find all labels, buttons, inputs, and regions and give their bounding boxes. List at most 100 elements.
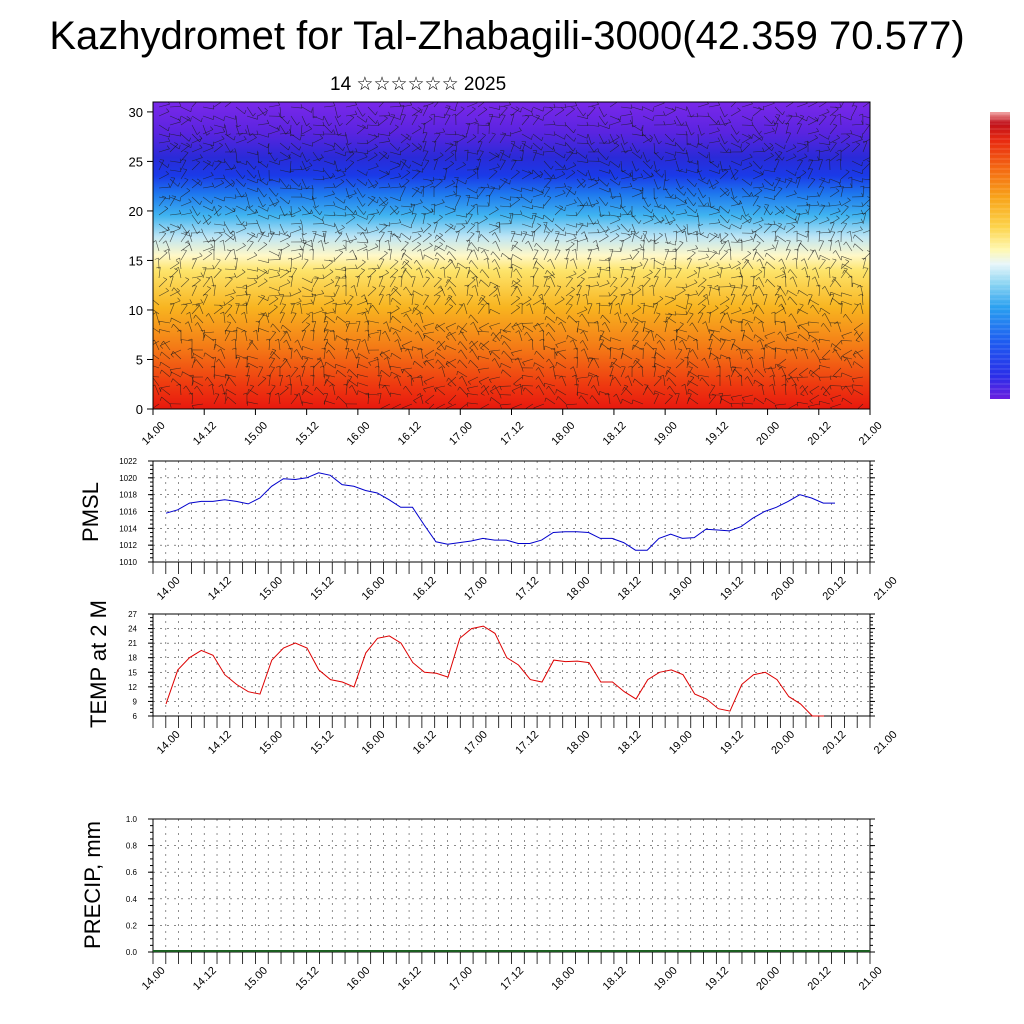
wind-barb-flag — [646, 159, 651, 163]
wind-barb-flag — [665, 179, 670, 182]
wind-barb — [357, 390, 369, 396]
wind-barb — [466, 123, 470, 135]
wind-barb — [312, 169, 324, 173]
wind-barb — [213, 231, 225, 234]
wind-barb — [554, 133, 565, 140]
wind-barb-flag — [744, 376, 748, 380]
wind-barb-flag — [511, 254, 513, 259]
wind-barb-flag — [637, 286, 642, 290]
wind-barb — [631, 232, 642, 240]
wind-barb-flag — [573, 147, 576, 152]
wind-barb-flag — [249, 133, 254, 136]
wind-barb-flag — [525, 240, 529, 245]
wind-barb-flag — [771, 311, 776, 314]
wind-barb — [719, 241, 727, 252]
wind-barb-flag — [740, 284, 743, 289]
wind-barb — [245, 303, 248, 315]
wind-barb-flag — [219, 304, 223, 308]
wind-barb — [268, 358, 275, 369]
wind-barb-flag — [394, 124, 399, 128]
wind-barb-flag — [599, 343, 602, 348]
wind-barb-flag — [342, 171, 346, 176]
wind-barb — [301, 223, 304, 235]
wind-barb-flag — [400, 348, 403, 353]
wind-barb — [818, 219, 830, 225]
wind-barb-flag — [728, 118, 731, 123]
wind-barb — [789, 269, 798, 279]
wind-barb-flag — [480, 385, 485, 389]
wind-barb — [642, 219, 654, 225]
wind-barb — [299, 393, 303, 405]
wind-barb-flag — [794, 208, 797, 213]
wind-barb — [447, 279, 457, 288]
wind-barb — [620, 150, 632, 153]
wind-barb — [169, 160, 181, 163]
wind-barb — [819, 400, 831, 405]
wind-barb — [730, 223, 741, 230]
y-tick-label: 0 — [136, 402, 143, 417]
wind-barb — [790, 376, 798, 387]
wind-barb-flag — [830, 398, 834, 402]
wind-barb — [518, 330, 523, 342]
wind-barb — [521, 214, 533, 220]
wind-barb-flag — [819, 307, 822, 313]
wind-barb — [668, 377, 677, 387]
wind-barb — [446, 358, 457, 365]
wind-barb-flag — [178, 118, 181, 123]
x-tick-label: 17.12 — [498, 420, 526, 448]
wind-barb-flag — [841, 397, 844, 402]
wind-barb-flag — [286, 184, 290, 188]
wind-barb-flag — [487, 121, 490, 126]
wind-barb-flag — [599, 335, 601, 340]
wind-barb — [213, 285, 216, 297]
wind-barb — [511, 349, 523, 353]
wind-barb-flag — [382, 384, 386, 389]
wind-barb-flag — [661, 173, 664, 178]
wind-barb-flag — [446, 105, 451, 107]
wind-barb-flag — [817, 201, 820, 206]
wind-barb — [796, 213, 801, 225]
wind-barb — [224, 196, 236, 199]
wind-barb-flag — [847, 275, 852, 278]
wind-barb-flag — [667, 241, 672, 244]
wind-barb — [290, 106, 302, 109]
wind-barb — [345, 238, 357, 243]
wind-barb — [172, 378, 182, 387]
wind-barb-flag — [198, 220, 201, 225]
wind-barb-flag — [778, 294, 782, 299]
wind-barb-flag — [841, 335, 845, 340]
wind-barb-flag — [276, 127, 280, 131]
wind-barb-flag — [864, 267, 869, 269]
wind-barb-flag — [472, 275, 477, 279]
wind-barb — [719, 122, 731, 126]
wind-barb-flag — [243, 135, 247, 140]
wind-barb — [279, 359, 288, 369]
wind-barb-flag — [199, 252, 203, 257]
wind-barb-flag — [737, 260, 741, 264]
wind-barb-flag — [289, 210, 292, 215]
wind-barb — [829, 218, 840, 225]
wind-barb — [455, 164, 466, 171]
wind-barb-flag — [706, 154, 709, 159]
wind-barb-flag — [544, 316, 547, 321]
wind-barb-flag — [383, 357, 388, 360]
wind-barb-flag — [676, 335, 678, 341]
wind-barb-flag — [424, 294, 429, 296]
wind-barb-flag — [651, 172, 654, 177]
wind-barb — [213, 259, 221, 270]
wind-barb-flag — [804, 230, 809, 233]
wind-barb-flag — [225, 396, 228, 401]
wind-barb-flag — [713, 357, 718, 360]
wind-barb-flag — [361, 312, 366, 315]
wind-barb — [433, 115, 445, 118]
wind-barb-flag — [210, 144, 214, 149]
wind-barb-flag — [320, 307, 324, 311]
wind-barb-flag — [622, 386, 625, 391]
wind-barb-flag — [409, 136, 412, 141]
wind-barb — [384, 385, 391, 396]
wind-barb-flag — [689, 349, 693, 353]
wind-barb-flag — [750, 181, 753, 186]
wind-barb — [697, 287, 706, 297]
wind-barb — [620, 113, 632, 117]
wind-barb-flag — [553, 174, 556, 179]
